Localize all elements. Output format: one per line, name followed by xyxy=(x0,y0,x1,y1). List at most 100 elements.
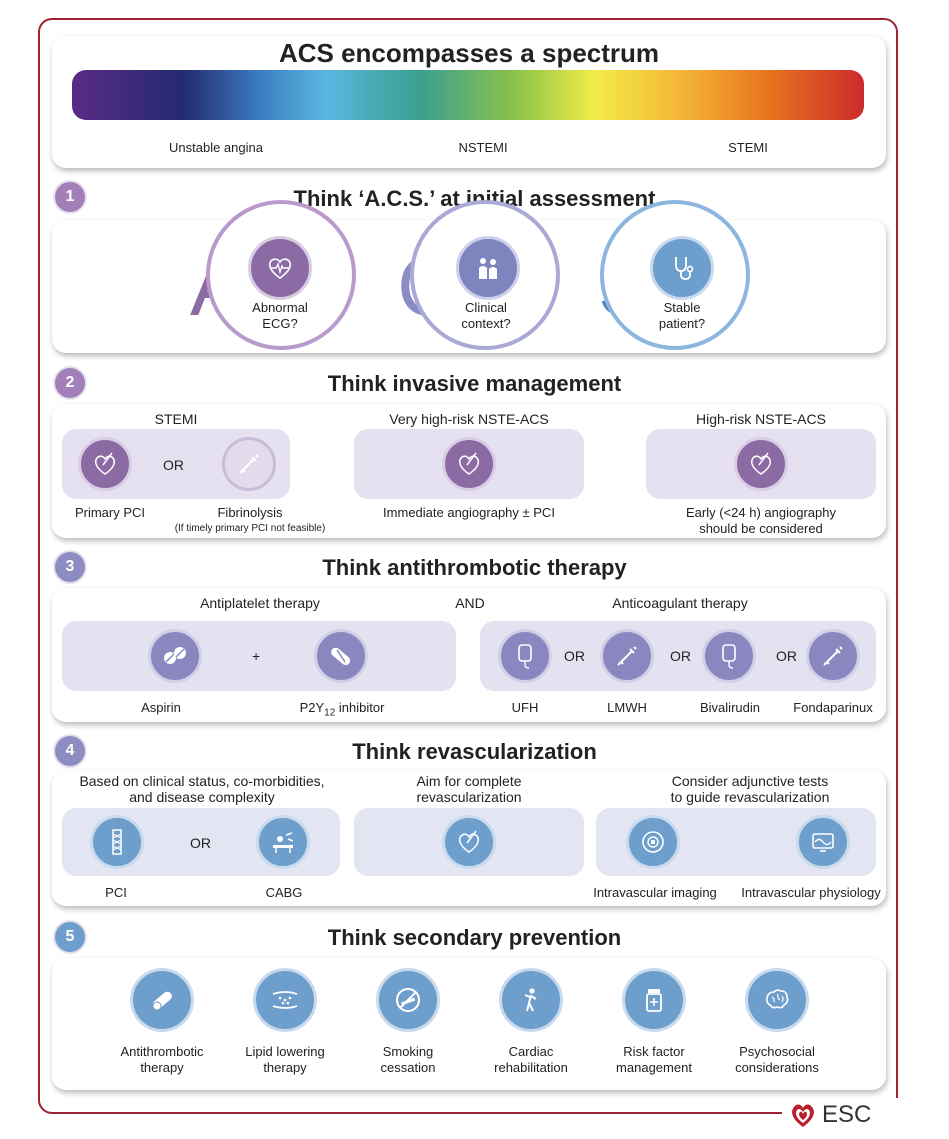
spectrum-label-ua: Unstable angina xyxy=(169,140,263,155)
prevention-label-2a: Lipid lowering xyxy=(245,1044,325,1059)
ufh-label: UFH xyxy=(511,700,539,715)
step-number-5: 5 xyxy=(55,922,85,952)
pci-label: PCI xyxy=(105,885,127,900)
p2y12-subscript: 12 xyxy=(324,707,336,719)
fibrinolysis-label: Fibrinolysis (If timely primary PCI not … xyxy=(160,505,340,537)
p2y12-prefix: P2Y xyxy=(299,700,325,715)
or-revasc: OR xyxy=(190,835,211,851)
prevention-label-6b: considerations xyxy=(735,1060,819,1075)
revasc-header-3a: Consider adjunctive tests xyxy=(671,773,829,789)
prevention-label-5a: Risk factor xyxy=(623,1044,685,1059)
fibrinolysis-note: (If timely primary PCI not feasible) xyxy=(174,523,326,534)
esc-logo: ESC xyxy=(782,1098,898,1132)
esc-logo-text: ESC xyxy=(822,1101,872,1128)
stable-patient-line1: Stable xyxy=(663,300,701,315)
angiography-icon xyxy=(442,437,496,491)
fondaparinux-label: Fondaparinux xyxy=(793,700,873,715)
or-ac-2: OR xyxy=(670,648,691,664)
doctor-patient-icon xyxy=(456,236,520,300)
ivp-label: Intravascular physiology xyxy=(741,885,881,900)
step-number-3: 3 xyxy=(55,552,85,582)
ivus-icon xyxy=(626,815,680,869)
surgery-icon xyxy=(256,815,310,869)
very-high-risk-header: Very high-risk NSTE-ACS xyxy=(389,411,549,427)
prevention-label-6a: Psychosocial xyxy=(739,1044,815,1059)
prevention-label-6: Psychosocial considerations xyxy=(717,1044,837,1076)
prevention-label-5: Risk factor management xyxy=(594,1044,714,1076)
prevention-label-2b: therapy xyxy=(263,1060,307,1075)
spectrum-label-nstemi: NSTEMI xyxy=(458,140,508,155)
physiology-monitor-icon xyxy=(796,815,850,869)
step-number-4: 4 xyxy=(55,736,85,766)
prevention-label-3: Smoking cessation xyxy=(348,1044,468,1076)
primary-pci-label: Primary PCI xyxy=(74,505,146,520)
prevention-label-4: Cardiac rehabilitation xyxy=(471,1044,591,1076)
prevention-label-4b: rehabilitation xyxy=(494,1060,568,1075)
fibrinolysis-text: Fibrinolysis xyxy=(217,505,283,520)
clinical-context-line2: context? xyxy=(461,316,511,331)
revasc-header-1a: Based on clinical status, co-morbidities… xyxy=(79,773,325,789)
cabg-label: CABG xyxy=(265,885,303,900)
capsule-icon xyxy=(314,629,368,683)
step-number-1: 1 xyxy=(55,182,85,212)
revasc-header-2b: revascularization xyxy=(416,789,522,805)
spectrum-label-stemi: STEMI xyxy=(728,140,768,155)
section-3-title: Think antithrombotic therapy xyxy=(322,555,627,580)
and-label: AND xyxy=(455,595,485,611)
revasc-header-1b: and disease complexity xyxy=(129,789,275,805)
aspirin-label: Aspirin xyxy=(141,700,181,715)
antithrombotic-pill-icon xyxy=(130,968,194,1032)
abnormal-ecg-label: Abnormal ECG? xyxy=(230,300,330,332)
or-ac-3: OR xyxy=(776,648,797,664)
bivalirudin-label: Bivalirudin xyxy=(700,700,760,715)
early-angiography-icon xyxy=(734,437,788,491)
revasc-header-3: Consider adjunctive tests to guide revas… xyxy=(610,773,890,805)
section-5-title: Think secondary prevention xyxy=(327,925,622,950)
revasc-header-2a: Aim for complete xyxy=(416,773,522,789)
revasc-header-1: Based on clinical status, co-morbidities… xyxy=(62,773,342,805)
clinical-context-line1: Clinical xyxy=(465,300,507,315)
spectrum-bar xyxy=(72,70,864,120)
prevention-label-2: Lipid lowering therapy xyxy=(225,1044,345,1076)
stethoscope-icon xyxy=(650,236,714,300)
stable-patient-label: Stable patient? xyxy=(632,300,732,332)
revasc-header-3b: to guide revascularization xyxy=(670,789,830,805)
fondaparinux-syringe-icon xyxy=(806,629,860,683)
prevention-label-1b: therapy xyxy=(140,1060,184,1075)
immediate-angiography-label: Immediate angiography ± PCI xyxy=(383,505,555,520)
prevention-label-1a: Antithrombotic xyxy=(120,1044,204,1059)
section-5-panel xyxy=(52,958,886,1090)
prevention-label-3a: Smoking xyxy=(382,1044,434,1059)
antiplatelet-header: Antiplatelet therapy xyxy=(200,595,320,611)
esc-heart-icon xyxy=(792,1104,814,1127)
section-4-title: Think revascularization xyxy=(352,739,597,764)
early-angiography-label: Early (<24 h) angiography should be cons… xyxy=(646,505,876,537)
iv-bag-icon xyxy=(498,629,552,683)
step-number-2: 2 xyxy=(55,368,85,398)
or-ac-1: OR xyxy=(564,648,585,664)
ivi-label: Intravascular imaging xyxy=(593,885,717,900)
complete-revasc-heart-icon xyxy=(442,815,496,869)
high-risk-header: High-risk NSTE-ACS xyxy=(696,411,826,427)
syringe-icon xyxy=(222,437,276,491)
p2y12-suffix: inhibitor xyxy=(335,700,385,715)
plus-sign: + xyxy=(252,648,261,664)
abnormal-ecg-line1: Abnormal xyxy=(252,300,308,315)
lmwh-label: LMWH xyxy=(607,700,647,715)
or-stemi: OR xyxy=(163,457,184,473)
stent-icon xyxy=(90,815,144,869)
brain-icon xyxy=(745,968,809,1032)
bivalirudin-bag-icon xyxy=(702,629,756,683)
clinical-context-label: Clinical context? xyxy=(436,300,536,332)
abnormal-ecg-line2: ECG? xyxy=(262,316,298,331)
lipid-artery-icon xyxy=(253,968,317,1032)
p2y12-label: P2Y12 inhibitor xyxy=(272,700,412,722)
anticoagulant-header: Anticoagulant therapy xyxy=(612,595,748,611)
rehabilitation-person-icon xyxy=(499,968,563,1032)
spectrum-title: ACS encompasses a spectrum xyxy=(278,38,660,68)
prevention-label-4a: Cardiac xyxy=(508,1044,554,1059)
prevention-label-1: Antithrombotic therapy xyxy=(102,1044,222,1076)
prevention-label-3b: cessation xyxy=(380,1060,436,1075)
aspirin-pill-icon xyxy=(148,629,202,683)
ecg-heart-icon xyxy=(248,236,312,300)
